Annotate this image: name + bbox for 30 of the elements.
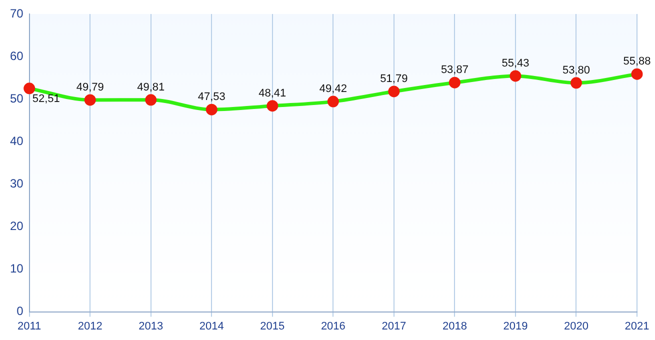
data-label: 52,51 <box>32 92 60 105</box>
data-label: 49,81 <box>137 81 165 94</box>
data-label: 51,79 <box>380 73 408 85</box>
data-label: 55,43 <box>502 58 530 70</box>
x-tick-label: 2019 <box>503 320 528 332</box>
x-tick-label: 2021 <box>624 320 650 332</box>
data-label: 55,88 <box>623 56 651 68</box>
data-label: 53,87 <box>440 64 468 76</box>
y-tick-label: 60 <box>10 48 24 63</box>
y-tick-label: 20 <box>10 219 24 234</box>
y-tick-label: 70 <box>10 6 24 20</box>
x-tick-label: 2014 <box>199 320 224 332</box>
x-tick-label: 2011 <box>18 320 42 332</box>
data-label: 49,42 <box>319 83 347 96</box>
y-tick-label: 40 <box>10 134 24 148</box>
y-tick-label: 0 <box>16 304 24 318</box>
x-tick-label: 2017 <box>382 320 406 332</box>
data-label: 49,79 <box>76 82 104 94</box>
y-tick-label: 30 <box>10 176 24 190</box>
data-label: 53,80 <box>562 64 590 76</box>
x-tick-label: 2013 <box>138 320 164 332</box>
data-label: 48,41 <box>258 87 286 100</box>
x-tick-label: 2016 <box>320 320 346 332</box>
x-tick-label: 2012 <box>78 320 102 332</box>
x-tick-label: 2020 <box>564 320 588 332</box>
x-tick-label: 2015 <box>260 320 285 332</box>
data-label: 47,53 <box>198 91 226 104</box>
y-tick-label: 10 <box>10 262 24 276</box>
y-tick-label: 50 <box>10 91 24 106</box>
x-tick-label: 2018 <box>442 320 467 332</box>
